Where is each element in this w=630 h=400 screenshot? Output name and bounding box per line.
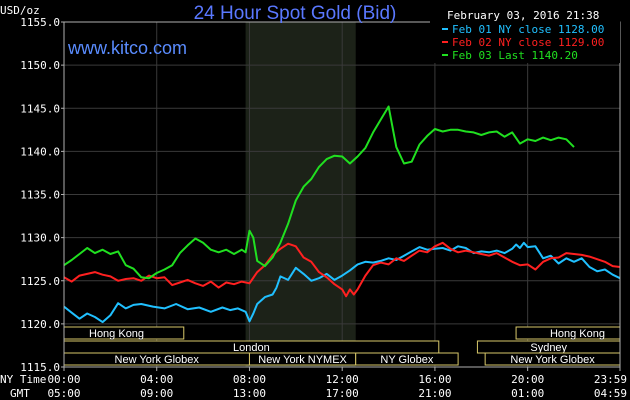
series-line-1 <box>63 241 621 298</box>
market-session-bar <box>355 352 459 366</box>
x-tick-label-ny: 23:59 <box>594 373 627 386</box>
x-tick-label-ny: 16:00 <box>418 373 451 386</box>
x-tick-label-gmt: 13:00 <box>233 387 266 400</box>
legend-entry: Feb 03 Last 1140.20 <box>452 49 578 62</box>
x-tick-label-gmt: 04:59 <box>594 387 627 400</box>
x-tick-label-gmt: 21:00 <box>418 387 451 400</box>
site-watermark: www.kitco.com <box>67 38 187 58</box>
x-tick-label-gmt: 05:00 <box>47 387 80 400</box>
y-tick-label: 1120.0 <box>20 318 60 331</box>
y-tick-label: 1125.0 <box>20 275 60 288</box>
x-tick-label-gmt: 17:00 <box>326 387 359 400</box>
y-axis-label: USD/oz <box>0 4 40 17</box>
y-tick-label: 1135.0 <box>20 189 60 202</box>
y-tick-label: 1155.0 <box>20 16 60 29</box>
legend-entry: Feb 01 NY close 1128.00 <box>452 23 604 36</box>
y-tick-label: 1145.0 <box>20 102 60 115</box>
market-session-label: New York Globex <box>510 354 595 366</box>
x-tick-label-ny: 12:00 <box>326 373 359 386</box>
legend-entry: Feb 02 NY close 1129.00 <box>452 36 604 49</box>
y-tick-label: 1150.0 <box>20 59 60 72</box>
series-line-0 <box>63 241 621 324</box>
market-session-label: Hong Kong <box>89 328 144 340</box>
series-line-2 <box>63 105 575 280</box>
market-session-label: Hong Kong <box>550 328 605 340</box>
chart-timestamp: February 03, 2016 21:38 <box>447 9 599 22</box>
x-tick-label-ny: 00:00 <box>47 373 80 386</box>
chart-title: 24 Hour Spot Gold (Bid) <box>194 3 397 24</box>
series-lines <box>63 105 621 324</box>
market-session-label: New York Globex <box>115 354 200 366</box>
market-session-label: New York NYMEX <box>258 354 347 366</box>
market-session-label: NY Globex <box>380 354 433 366</box>
y-axis: 1155.0 1150.0 1145.0 1140.0 1135.0 1130.0 1125… <box>20 16 64 374</box>
ny-time-label: NY Time <box>0 373 46 386</box>
x-tick-label-gmt: 09:00 <box>140 387 173 400</box>
gmt-label: GMT <box>10 387 30 400</box>
legend: February 03, 2016 21:38 Feb 01 NY close … <box>430 9 620 63</box>
x-tick-label-ny: 20:00 <box>511 373 544 386</box>
y-tick-label: 1130.0 <box>20 232 60 245</box>
x-tick-label-ny: 04:00 <box>140 373 173 386</box>
market-session-label: Sydney <box>530 342 567 354</box>
x-tick-label-gmt: 01:00 <box>511 387 544 400</box>
x-tick-label-ny: 08:00 <box>233 373 266 386</box>
market-session-label: London <box>233 342 270 354</box>
y-tick-label: 1115.0 <box>20 361 60 374</box>
legend-background <box>430 21 620 63</box>
y-tick-label: 1140.0 <box>20 145 60 158</box>
